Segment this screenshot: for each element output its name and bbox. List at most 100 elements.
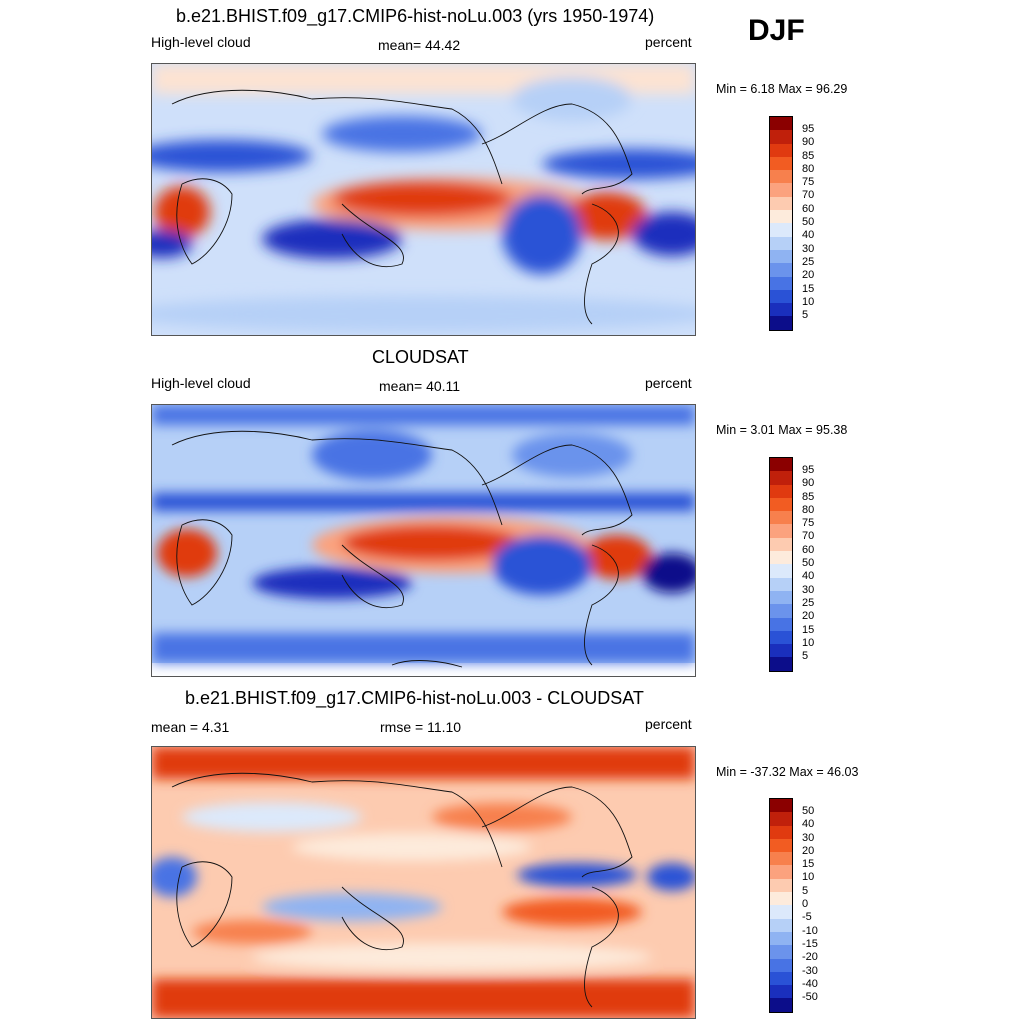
colorbar-box [770,838,792,853]
colorbar-label: 75 [802,517,815,530]
panel1-variable-label: High-level cloud [151,34,251,50]
colorbar-box [770,630,792,645]
panel1-colorbar-labels: 95 90 85 80 75 70 60 50 40 30 25 20 15 1… [802,116,815,321]
colorbar-box [770,931,792,946]
colorbar-box [770,852,792,866]
season-label: DJF [748,14,805,47]
colorbar-label: -10 [802,924,818,937]
colorbar-label: 80 [802,162,815,175]
colorbar-box [770,276,792,290]
colorbar-box [770,263,792,277]
colorbar-label: 30 [802,583,815,596]
colorbar-box [770,511,792,525]
colorbar-label: 30 [802,242,815,255]
panel3-colorbar [769,798,793,1013]
colorbar-box [770,812,792,826]
panel1-minmax-label: Min = 6.18 Max = 96.29 [716,82,848,96]
colorbar-label: 15 [802,623,815,636]
panel1-map-field [152,64,695,332]
panel1-map [151,63,696,336]
colorbar-label: 85 [802,490,815,503]
colorbar-label: 30 [802,831,815,844]
colorbar-box [770,249,792,264]
colorbar-box [770,799,792,813]
colorbar-label: -40 [802,977,818,990]
colorbar-label: 40 [802,818,815,831]
colorbar-label: 15 [802,282,815,295]
panel2-units-label: percent [645,375,692,391]
colorbar-label: 70 [802,189,815,202]
colorbar-box [770,210,792,224]
panel3-mean-label: mean = 4.31 [151,719,230,735]
colorbar-box [770,945,792,959]
colorbar-label: -15 [802,937,818,950]
colorbar-box [770,458,792,472]
colorbar-label: 10 [802,871,815,884]
panel1-title: b.e21.BHIST.f09_g17.CMIP6-hist-noLu.003 … [176,6,655,26]
panel3-map [151,746,696,1019]
colorbar-box [770,303,792,317]
colorbar-label: 90 [802,477,815,490]
colorbar-box [770,497,792,512]
colorbar-box [770,170,792,184]
colorbar-label: 15 [802,858,815,871]
colorbar-label: 20 [802,269,815,282]
colorbar-label: 95 [802,123,815,135]
colorbar-box [770,289,792,304]
panel3-title: b.e21.BHIST.f09_g17.CMIP6-hist-noLu.003 … [185,688,644,708]
panel3-rmse-label: rmse = 11.10 [380,719,462,735]
colorbar-label: 10 [802,295,815,308]
colorbar-label: -30 [802,964,818,977]
panel2-map [151,404,696,677]
colorbar-box [770,878,792,893]
colorbar-box [770,985,792,999]
colorbar-label: 60 [802,202,815,215]
colorbar-box [770,577,792,591]
colorbar-label: 20 [802,610,815,623]
colorbar-box [770,537,792,552]
panel2-colorbar-labels: 95 90 85 80 75 70 60 50 40 30 25 20 15 1… [802,457,815,662]
colorbar-box [770,236,792,250]
colorbar-label: 10 [802,636,815,649]
colorbar-box [770,971,792,986]
colorbar-box [770,471,792,485]
colorbar-label: 20 [802,844,815,857]
panel2-minmax-label: Min = 3.01 Max = 95.38 [716,423,848,437]
colorbar-label: 50 [802,216,815,229]
colorbar-label: 90 [802,136,815,149]
colorbar-box [770,865,792,879]
colorbar-label: 5 [802,650,809,663]
colorbar-label: 25 [802,255,815,268]
panel3-units-label: percent [645,716,692,732]
colorbar-label: 85 [802,149,815,162]
panel2-variable-label: High-level cloud [151,375,251,391]
colorbar-label: 40 [802,229,815,242]
panel3-colorbar-labels: 50 40 30 20 15 10 5 0 -5 -10 -15 -20 -30… [802,798,818,1003]
colorbar-box [770,590,792,605]
colorbar-box [770,604,792,618]
colorbar-label: 95 [802,464,815,476]
colorbar-label: 50 [802,805,815,817]
panel1-units-label: percent [645,34,692,50]
colorbar-label: 0 [802,898,809,911]
panel2-colorbar [769,457,793,672]
panel2-title: CLOUDSAT [372,347,469,367]
panel2-map-field [152,405,695,668]
colorbar-box [770,918,792,932]
colorbar-box [770,143,792,157]
colorbar-label: 5 [802,884,809,897]
colorbar-box [770,657,792,671]
colorbar-box [770,223,792,237]
colorbar-label: 40 [802,570,815,583]
colorbar-box [770,316,792,330]
colorbar-box [770,183,792,197]
colorbar-label: 80 [802,503,815,516]
colorbar-label: -50 [802,991,818,1004]
colorbar-label: -20 [802,951,818,964]
colorbar-box [770,196,792,211]
colorbar-label: 60 [802,543,815,556]
colorbar-box [770,551,792,565]
colorbar-box [770,892,792,906]
colorbar-box [770,117,792,131]
colorbar-box [770,130,792,144]
